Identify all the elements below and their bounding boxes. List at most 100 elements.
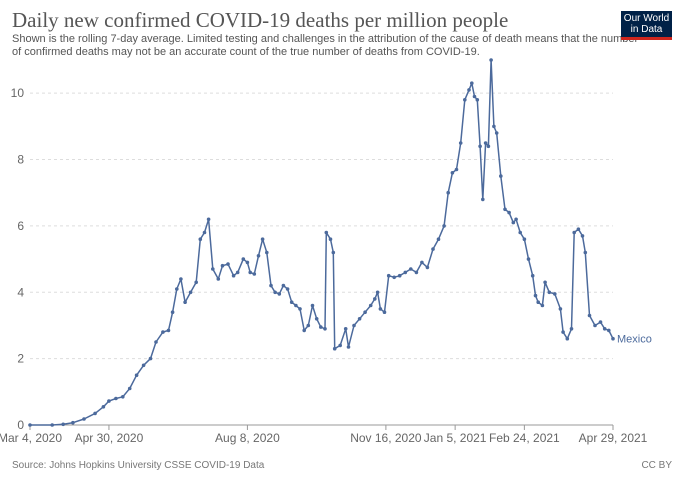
data-point[interactable] (28, 423, 32, 427)
data-point[interactable] (289, 300, 294, 305)
data-point[interactable] (343, 327, 348, 331)
data-point[interactable] (470, 81, 474, 85)
data-point[interactable] (107, 399, 111, 403)
data-point[interactable] (522, 237, 527, 241)
data-point[interactable] (602, 327, 607, 331)
data-point[interactable] (565, 336, 570, 341)
data-point[interactable] (260, 237, 265, 241)
data-point[interactable] (328, 237, 333, 241)
data-point[interactable] (161, 330, 165, 334)
data-point[interactable] (206, 217, 211, 222)
data-point[interactable] (397, 273, 402, 278)
data-point[interactable] (332, 346, 337, 351)
data-point[interactable] (352, 323, 356, 328)
data-point[interactable] (154, 340, 158, 344)
data-point[interactable] (436, 237, 441, 241)
data-point[interactable] (71, 420, 75, 425)
data-point[interactable] (175, 287, 179, 291)
data-point[interactable] (478, 144, 482, 149)
data-point[interactable] (572, 230, 576, 235)
data-point[interactable] (526, 257, 531, 261)
data-point[interactable] (382, 310, 387, 315)
data-point[interactable] (252, 272, 257, 276)
data-point[interactable] (211, 267, 215, 271)
data-point[interactable] (511, 220, 516, 225)
data-point[interactable] (583, 250, 588, 255)
data-point[interactable] (536, 300, 540, 305)
data-point[interactable] (50, 423, 54, 427)
data-point[interactable] (454, 167, 459, 172)
data-point[interactable] (235, 270, 240, 275)
data-point[interactable] (319, 325, 323, 329)
data-point[interactable] (547, 290, 552, 295)
data-point[interactable] (518, 230, 522, 235)
data-point[interactable] (310, 303, 315, 308)
data-point[interactable] (392, 275, 397, 280)
data-point[interactable] (489, 58, 493, 62)
data-point[interactable] (420, 260, 424, 265)
data-point[interactable] (569, 327, 574, 331)
data-point[interactable] (373, 297, 377, 301)
data-point[interactable] (492, 124, 496, 129)
data-point[interactable] (101, 405, 106, 409)
data-point[interactable] (294, 303, 298, 308)
data-point[interactable] (188, 290, 193, 295)
data-point[interactable] (378, 307, 383, 311)
data-point[interactable] (61, 422, 65, 427)
license-link[interactable]: CC BY (641, 460, 672, 471)
data-point[interactable] (273, 290, 277, 295)
data-point[interactable] (458, 141, 463, 145)
data-point[interactable] (306, 323, 311, 328)
data-point[interactable] (170, 310, 175, 315)
data-point[interactable] (530, 273, 535, 278)
data-point[interactable] (481, 197, 485, 202)
data-point[interactable] (494, 131, 499, 135)
data-point[interactable] (409, 267, 413, 271)
data-point[interactable] (607, 328, 611, 333)
data-point[interactable] (431, 247, 435, 251)
data-point[interactable] (141, 363, 146, 368)
data-point[interactable] (220, 263, 225, 268)
data-point[interactable] (285, 287, 290, 291)
data-point[interactable] (540, 303, 545, 308)
data-point[interactable] (483, 141, 488, 145)
data-point[interactable] (202, 230, 207, 235)
data-point[interactable] (324, 230, 329, 235)
data-point[interactable] (442, 224, 446, 228)
data-point[interactable] (134, 373, 139, 378)
data-point[interactable] (127, 386, 132, 391)
data-point[interactable] (256, 254, 261, 258)
data-point[interactable] (269, 283, 273, 288)
data-point[interactable] (368, 303, 373, 308)
data-point[interactable] (499, 174, 503, 178)
data-point[interactable] (198, 237, 203, 241)
data-point[interactable] (507, 210, 511, 215)
data-point[interactable] (93, 411, 97, 416)
data-point[interactable] (475, 98, 480, 102)
data-point[interactable] (598, 320, 603, 324)
data-point[interactable] (403, 270, 408, 275)
data-point[interactable] (298, 307, 302, 311)
data-point[interactable] (179, 277, 183, 281)
data-point[interactable] (148, 356, 153, 361)
data-point[interactable] (183, 300, 187, 305)
data-point[interactable] (121, 395, 125, 399)
data-point[interactable] (82, 417, 86, 421)
data-point[interactable] (302, 328, 307, 333)
data-point[interactable] (166, 328, 171, 333)
data-point[interactable] (486, 144, 491, 149)
data-point[interactable] (514, 217, 518, 222)
data-point[interactable] (450, 171, 455, 175)
data-point[interactable] (593, 323, 597, 328)
data-point[interactable] (277, 292, 282, 296)
data-point[interactable] (580, 234, 585, 238)
data-point[interactable] (467, 88, 471, 92)
data-point[interactable] (281, 283, 286, 288)
data-point[interactable] (231, 273, 236, 278)
data-point[interactable] (375, 290, 380, 295)
data-point[interactable] (331, 250, 336, 255)
data-point[interactable] (503, 207, 507, 212)
data-point[interactable] (576, 227, 581, 231)
data-point[interactable] (241, 257, 246, 261)
data-point[interactable] (425, 265, 430, 270)
